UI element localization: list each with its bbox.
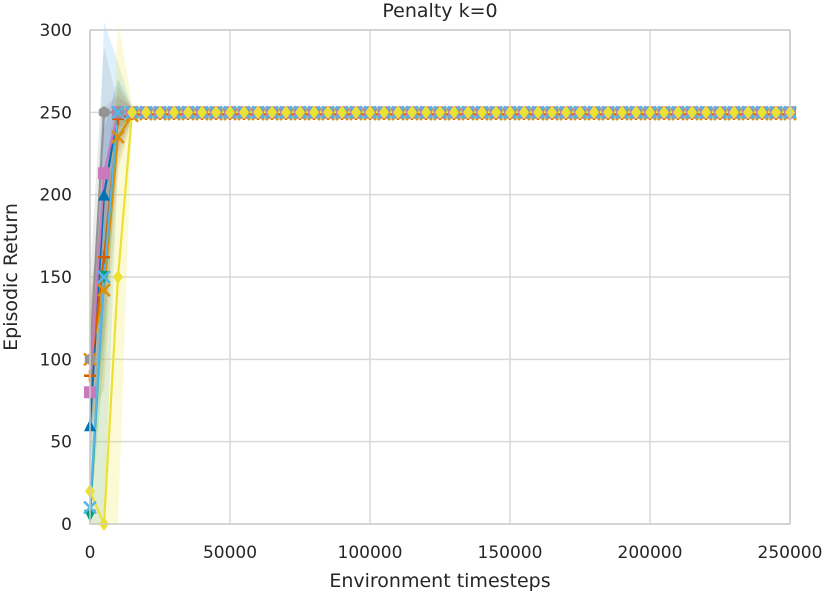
- data-point: [491, 105, 501, 120]
- data-point: [449, 105, 459, 120]
- x-tick-label: 250000: [758, 543, 823, 563]
- data-point: [211, 105, 221, 120]
- x-tick-label: 0: [85, 543, 96, 563]
- y-tick-label: 200: [40, 186, 72, 206]
- data-point: [98, 188, 110, 201]
- data-point: [407, 105, 417, 120]
- data-point: [575, 105, 585, 120]
- data-point: [183, 105, 193, 120]
- data-point: [505, 105, 515, 120]
- x-axis-label: Environment timesteps: [329, 570, 550, 592]
- data-point: [701, 105, 711, 120]
- data-point: [365, 105, 375, 120]
- data-point: [645, 105, 655, 120]
- data-point: [561, 105, 571, 120]
- data-point: [141, 105, 151, 120]
- data-point: [715, 105, 725, 120]
- data-point: [281, 105, 291, 120]
- y-tick-label: 100: [40, 350, 72, 370]
- data-point: [351, 105, 361, 120]
- y-tick-labels: 0 50 100 150 200 250 300: [40, 21, 72, 535]
- plot-frame: [89, 29, 791, 525]
- data-point: [659, 105, 669, 120]
- y-tick-label: 150: [40, 268, 72, 288]
- data-point: [309, 105, 319, 120]
- data-point: [323, 105, 333, 120]
- data-point: [771, 105, 781, 120]
- data-point: [98, 106, 110, 119]
- data-point: [519, 105, 529, 120]
- data-point: [111, 130, 125, 144]
- data-point: [687, 105, 697, 120]
- data-point: [267, 105, 277, 120]
- data-point: [729, 105, 739, 120]
- y-tick-label: 250: [40, 103, 72, 123]
- data-point: [98, 167, 110, 180]
- y-axis-label: Episodic Return: [0, 203, 22, 351]
- x-tick-label: 200000: [618, 543, 683, 563]
- data-point: [155, 105, 165, 120]
- data-point: [533, 105, 543, 120]
- data-point: [97, 270, 111, 284]
- y-tick-label: 50: [50, 433, 72, 453]
- chart-title: Penalty k=0: [382, 0, 497, 22]
- data-point: [435, 105, 445, 120]
- data-point: [197, 105, 207, 120]
- data-point: [225, 105, 235, 120]
- data-point: [393, 105, 403, 120]
- data-point: [743, 105, 753, 120]
- data-point: [477, 105, 487, 120]
- data-point: [603, 105, 613, 120]
- data-point: [631, 105, 641, 120]
- data-point: [379, 105, 389, 120]
- x-tick-label: 50000: [203, 543, 257, 563]
- data-point: [589, 105, 599, 120]
- x-tick-labels: 0 50000 100000 150000 200000 250000: [85, 543, 823, 563]
- data-point: [547, 105, 557, 120]
- data-point: [337, 105, 347, 120]
- data-point: [617, 105, 627, 120]
- series-markers: [83, 105, 797, 531]
- y-tick-label: 300: [40, 21, 72, 41]
- data-point: [295, 105, 305, 120]
- data-point: [673, 105, 683, 120]
- data-point: [97, 283, 111, 298]
- x-tick-label: 150000: [478, 543, 543, 563]
- x-tick-label: 100000: [338, 543, 403, 563]
- data-point: [239, 105, 249, 120]
- data-point: [757, 105, 767, 120]
- data-point: [98, 251, 110, 264]
- data-point: [463, 105, 473, 120]
- data-point: [253, 105, 263, 120]
- data-point: [113, 270, 123, 284]
- data-point: [127, 105, 137, 120]
- data-point: [169, 105, 179, 120]
- data-point: [111, 105, 125, 120]
- data-point: [421, 105, 431, 120]
- y-tick-label: 0: [61, 515, 72, 535]
